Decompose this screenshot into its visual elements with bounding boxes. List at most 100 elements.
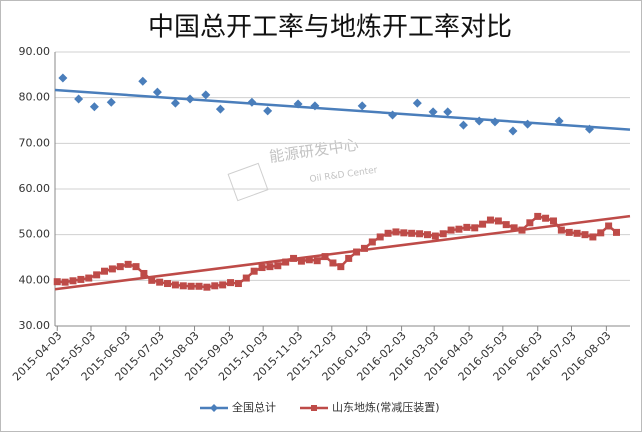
trend-line xyxy=(54,214,631,291)
point xyxy=(258,264,266,272)
point xyxy=(108,265,116,273)
point xyxy=(439,230,447,238)
y-tick-label: 40.00 xyxy=(19,273,51,286)
point xyxy=(471,224,479,232)
point xyxy=(61,278,69,286)
point xyxy=(274,262,282,270)
point xyxy=(211,282,219,290)
chart-title: 中国总开工率与地炼开工率对比 xyxy=(148,13,512,43)
legend: 全国总计 山东地炼(常减压装置) xyxy=(200,400,440,414)
point xyxy=(605,222,613,230)
point xyxy=(89,102,99,112)
y-tick-label: 60.00 xyxy=(19,182,51,195)
point xyxy=(148,276,156,284)
point xyxy=(502,221,510,229)
point xyxy=(400,229,408,237)
point xyxy=(329,259,337,267)
point xyxy=(297,257,305,265)
point xyxy=(305,256,313,264)
point xyxy=(201,90,211,100)
point xyxy=(74,94,84,104)
point xyxy=(526,219,534,227)
point xyxy=(124,260,132,268)
point xyxy=(106,97,116,107)
point xyxy=(458,120,468,130)
point xyxy=(565,228,573,236)
point xyxy=(557,226,565,234)
point xyxy=(384,229,392,237)
point xyxy=(416,230,424,238)
legend-marker xyxy=(311,405,317,411)
point xyxy=(486,216,494,224)
point xyxy=(542,214,550,222)
trend-line xyxy=(54,88,631,131)
legend-label: 山东地炼(常减压装置) xyxy=(332,400,440,414)
point xyxy=(549,217,557,225)
point xyxy=(263,106,273,116)
point xyxy=(431,232,439,240)
legend-label: 全国总计 xyxy=(232,400,276,414)
point xyxy=(93,271,101,279)
point xyxy=(573,229,581,237)
point xyxy=(455,225,463,233)
point xyxy=(219,281,227,289)
point xyxy=(408,229,416,237)
point xyxy=(463,223,471,231)
point xyxy=(423,231,431,239)
point xyxy=(132,263,140,271)
point xyxy=(589,233,597,241)
point xyxy=(368,238,376,246)
point xyxy=(494,217,502,225)
point xyxy=(447,226,455,234)
point xyxy=(116,263,124,271)
y-tick-label: 50.00 xyxy=(19,228,51,241)
point xyxy=(171,281,179,289)
point xyxy=(203,283,211,291)
point xyxy=(479,220,487,228)
point xyxy=(443,107,453,117)
point xyxy=(266,263,274,271)
point xyxy=(140,269,148,277)
point xyxy=(187,282,195,290)
point xyxy=(337,263,345,271)
point xyxy=(282,258,290,266)
point xyxy=(195,282,203,290)
point xyxy=(152,87,162,97)
point xyxy=(510,224,518,232)
point xyxy=(69,277,77,285)
point xyxy=(508,126,518,136)
point xyxy=(77,275,85,283)
point xyxy=(227,279,235,287)
point xyxy=(392,228,400,236)
point xyxy=(313,257,321,265)
point xyxy=(428,107,438,117)
point xyxy=(376,233,384,241)
point xyxy=(170,98,180,108)
point xyxy=(58,73,68,83)
point xyxy=(242,274,250,282)
y-tick-label: 80.00 xyxy=(19,91,51,104)
point xyxy=(581,231,589,239)
point xyxy=(138,76,148,86)
watermark-icon xyxy=(227,162,269,202)
point xyxy=(215,104,225,114)
point xyxy=(612,228,620,236)
y-tick-label: 90.00 xyxy=(19,45,51,58)
point xyxy=(360,244,368,252)
point xyxy=(534,212,542,220)
point xyxy=(85,274,93,282)
y-tick-label: 70.00 xyxy=(19,136,51,149)
point xyxy=(554,116,564,126)
point xyxy=(597,229,605,237)
point xyxy=(164,280,172,288)
point xyxy=(357,101,367,111)
point xyxy=(321,253,329,261)
y-tick-label: 30.00 xyxy=(19,319,51,332)
point xyxy=(250,267,258,275)
point xyxy=(101,267,109,275)
point xyxy=(345,254,353,262)
point xyxy=(412,98,422,108)
point xyxy=(179,282,187,290)
point xyxy=(53,278,61,286)
